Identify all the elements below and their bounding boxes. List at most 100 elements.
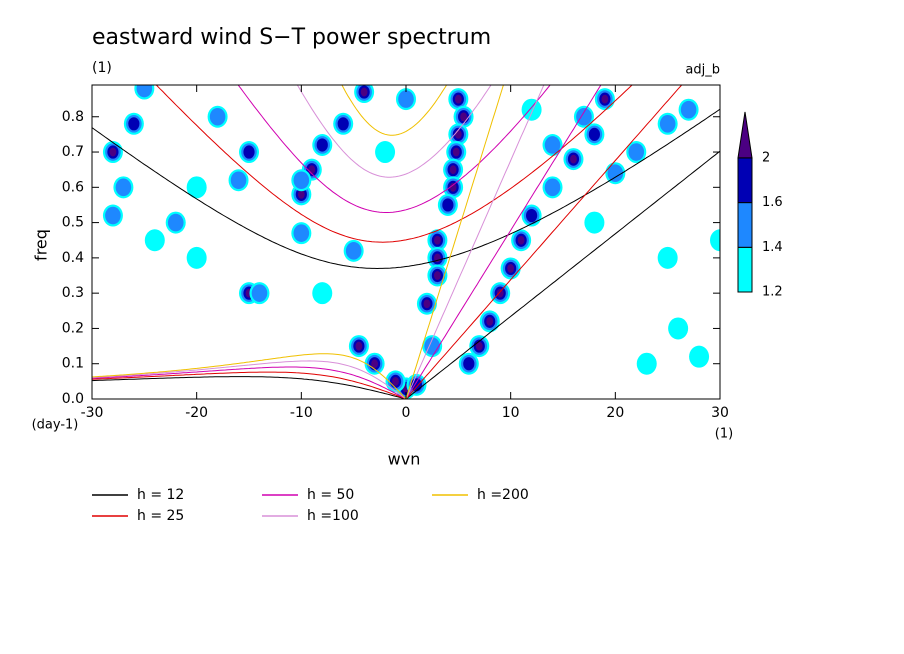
colorbar-label: 1.4	[762, 240, 783, 255]
colorbar-box	[737, 157, 753, 204]
contour-region	[186, 246, 207, 269]
contour-region	[517, 235, 525, 245]
contour-region	[454, 94, 462, 104]
contour-region	[360, 87, 368, 97]
contour-region	[680, 100, 697, 119]
y-tick-label: 0.2	[62, 320, 84, 336]
x-tick-label: 20	[606, 405, 624, 421]
y-unit: (day-1)	[32, 418, 79, 433]
er-curve	[92, 371, 407, 399]
contour-region	[243, 145, 255, 159]
colorbar-box	[737, 246, 753, 293]
contour-region	[526, 208, 538, 223]
contour-region	[109, 147, 117, 157]
ig-curve	[155, 85, 633, 243]
contour-region	[460, 112, 467, 122]
colorbar-label: 2	[762, 150, 770, 165]
contour-region	[375, 141, 396, 164]
contour-region	[115, 178, 132, 197]
contour-region	[544, 178, 561, 197]
contour-region	[293, 171, 310, 190]
contour-region	[297, 189, 305, 199]
ig-curve	[237, 85, 551, 213]
contour-region	[398, 90, 414, 108]
contour-region	[657, 246, 678, 269]
legend-label: h = 12	[137, 487, 184, 503]
contour-region	[588, 127, 601, 141]
er-curve	[92, 353, 407, 399]
contour-region	[628, 143, 645, 161]
x-tick-label: -10	[290, 405, 313, 421]
contour-region	[521, 98, 542, 121]
contour-region	[449, 182, 457, 192]
ig-curve	[92, 108, 720, 270]
contour-region	[209, 107, 226, 126]
er-curve	[92, 360, 407, 399]
contour-region	[167, 213, 184, 232]
x-tick-label: 10	[502, 405, 520, 421]
contour-region	[570, 154, 577, 164]
contour-region	[186, 176, 207, 199]
ig-curve	[296, 85, 492, 178]
y-tick-label: 0.3	[62, 285, 84, 301]
er-curve	[92, 366, 407, 399]
contour-region	[496, 288, 504, 298]
colorbar-label: 1.6	[762, 195, 783, 210]
legend-label: h = 50	[307, 487, 354, 503]
contour-region	[144, 229, 165, 252]
contour-region	[251, 284, 268, 302]
y-tick-label: 0.6	[62, 179, 84, 195]
contour-region	[463, 357, 475, 371]
legend-label: h =100	[307, 508, 359, 524]
contour-region	[128, 117, 140, 131]
x-tick-label: -20	[185, 405, 208, 421]
contour-region	[136, 85, 153, 98]
corner-label: adj_b	[685, 63, 720, 78]
colorbar-arrow	[737, 111, 753, 159]
contour-region	[371, 359, 378, 369]
legend-label: h =200	[477, 487, 529, 503]
y-tick-label: 0.0	[62, 391, 84, 407]
contour-region	[423, 299, 431, 309]
contour-region	[584, 211, 605, 234]
contour-region	[230, 171, 247, 190]
contour-region	[601, 94, 609, 104]
colorbar-label: 1.2	[762, 285, 783, 300]
contour-region	[454, 129, 462, 139]
kelvin-line	[405, 85, 504, 399]
contour-region	[636, 352, 657, 375]
ig-curve	[341, 85, 448, 136]
contour-region	[316, 138, 328, 152]
contour-region	[507, 264, 515, 273]
x-tick-label: -30	[81, 405, 104, 421]
x-axis-label: wvn	[388, 450, 421, 469]
contour-region	[449, 165, 457, 175]
contour-region	[576, 107, 592, 126]
contour-region	[434, 235, 441, 245]
y-tick-label: 0.5	[62, 215, 84, 231]
kelvin-line	[405, 85, 545, 399]
contour-region	[544, 136, 561, 154]
curve-layer	[92, 85, 720, 399]
contour-region	[392, 376, 399, 386]
contour-region	[434, 271, 441, 280]
contour-layer	[102, 85, 720, 399]
contour-region	[308, 165, 316, 175]
contour-region	[105, 206, 121, 225]
chart-title: eastward wind S−T power spectrum	[92, 25, 491, 50]
kelvin-line	[405, 150, 720, 399]
contour-region	[668, 317, 689, 340]
contour-region	[312, 282, 333, 305]
subtitle: (1)	[92, 60, 112, 76]
y-tick-label: 0.7	[62, 144, 84, 160]
kelvin-line	[405, 85, 683, 399]
contour-region	[689, 345, 710, 368]
er-curve	[92, 376, 407, 399]
contour-region	[345, 242, 362, 260]
x-tick-label: 0	[402, 405, 411, 421]
contour-region	[607, 164, 624, 183]
y-tick-label: 0.4	[62, 250, 84, 266]
contour-region	[442, 198, 454, 212]
